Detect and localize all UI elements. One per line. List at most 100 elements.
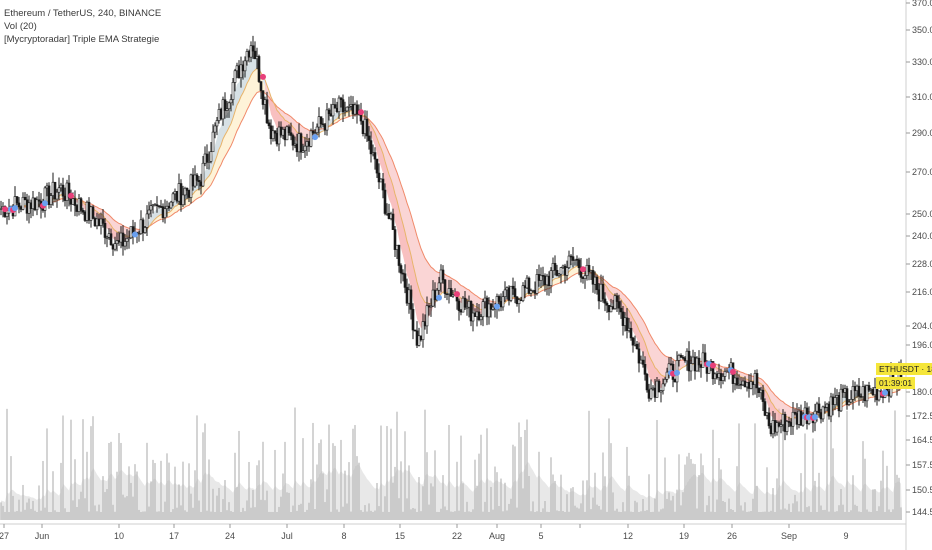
candle-body xyxy=(343,110,347,113)
volume-bar xyxy=(160,460,162,520)
candle-body xyxy=(0,208,3,210)
volume-bar xyxy=(134,464,136,520)
volume-bar xyxy=(212,488,214,520)
volume-bar xyxy=(416,511,418,520)
ema-ribbon-fill xyxy=(681,359,683,365)
candle-body xyxy=(665,371,669,380)
volume-bar xyxy=(748,511,750,520)
candle-body xyxy=(159,206,163,208)
volume-indicator-label[interactable]: Vol (20) xyxy=(4,21,37,32)
ema-ribbon-inner-fill xyxy=(413,264,415,309)
volume-bar xyxy=(38,485,40,520)
candle-body xyxy=(549,270,553,286)
volume-bar xyxy=(762,511,764,520)
candle-body xyxy=(257,56,261,82)
volume-bar xyxy=(86,451,88,520)
volume-bar xyxy=(612,492,614,520)
volume-bar xyxy=(70,419,72,520)
volume-bar xyxy=(866,509,868,520)
candle-body xyxy=(103,223,107,238)
candle-body xyxy=(645,374,649,391)
ema-ribbon-inner-fill xyxy=(249,58,251,80)
candle-body xyxy=(17,202,21,208)
volume-bar xyxy=(628,475,630,520)
volume-bar xyxy=(298,504,300,520)
volume-bar xyxy=(898,477,900,520)
volume-bar xyxy=(472,509,474,520)
volume-bar xyxy=(180,505,182,520)
volume-bar xyxy=(26,502,28,520)
time-axis[interactable]: 27 Jun 10 17 24 Jul 8 15 22 Aug 5 12 19 26 Sep 9 xyxy=(0,524,849,541)
candle-body xyxy=(755,373,759,389)
volume-bar xyxy=(96,511,98,520)
candle-body xyxy=(147,209,151,215)
symbol-title[interactable]: Ethereum / TetherUS, 240, BINANCE xyxy=(4,8,162,19)
volume-bar xyxy=(178,484,180,520)
volume-bar xyxy=(316,464,318,520)
candle-body xyxy=(239,64,243,79)
candle-body xyxy=(241,64,245,72)
volume-bar xyxy=(462,483,464,520)
volume-bar xyxy=(442,475,444,520)
volume-bar xyxy=(218,487,220,520)
volume-bar xyxy=(140,512,142,520)
volume-bar xyxy=(546,511,548,520)
candle-body xyxy=(99,218,103,226)
volume-bar xyxy=(396,411,398,520)
volume-bar xyxy=(586,480,588,520)
volume-bar xyxy=(412,507,414,520)
volume-bar xyxy=(654,498,656,520)
price-tick-label: 370.00 xyxy=(912,0,932,8)
volume-bar xyxy=(426,452,428,520)
volume-bar xyxy=(122,494,124,520)
candle-body xyxy=(219,109,223,120)
volume-bar xyxy=(166,453,168,520)
volume-bar xyxy=(156,511,158,520)
signal-dot xyxy=(494,303,500,310)
volume-bar xyxy=(338,511,340,520)
volume-bar xyxy=(152,459,154,520)
candle-body xyxy=(877,390,881,401)
time-tick-label: 8 xyxy=(341,531,346,541)
price-axis[interactable]: 370.00 350.00 330.00 310.00 290.00 270.00 250.… xyxy=(906,0,932,517)
volume-bar xyxy=(208,459,210,520)
volume-bar xyxy=(588,410,590,520)
ema-ribbon-inner-fill xyxy=(395,193,397,229)
candle-body xyxy=(613,295,617,309)
volume-bar xyxy=(458,510,460,520)
ema-ribbon-inner-fill xyxy=(275,105,277,129)
volume-bar xyxy=(542,508,544,520)
volume-bar xyxy=(888,509,890,520)
volume-bar xyxy=(210,511,212,520)
price-tick-label: 216.00 xyxy=(912,287,932,297)
ema-indicator-label[interactable]: [Mycryptoradar] Triple EMA Strategie xyxy=(4,34,160,45)
volume-bar xyxy=(648,474,650,520)
candle-body xyxy=(233,70,237,83)
volume-bar xyxy=(532,501,534,520)
candle-body xyxy=(53,181,57,200)
candle-body xyxy=(679,355,683,358)
volume-bar xyxy=(742,510,744,520)
price-tick-label: 290.00 xyxy=(912,128,932,138)
candle-body xyxy=(253,50,257,60)
volume-bar xyxy=(620,511,622,520)
volume-bar xyxy=(262,441,264,520)
volume-bar xyxy=(130,482,132,520)
volume-bar xyxy=(858,511,860,520)
candle-body xyxy=(207,161,211,163)
volume-bar xyxy=(108,442,110,520)
candle-body xyxy=(189,174,193,198)
candle-body xyxy=(169,201,173,209)
candle-body xyxy=(155,204,159,207)
volume-bar xyxy=(834,511,836,520)
volume-bar xyxy=(138,509,140,520)
time-tick-label: 24 xyxy=(225,531,235,541)
volume-bar xyxy=(430,483,432,520)
volume-bar xyxy=(188,463,190,520)
candle-body xyxy=(319,116,323,125)
volume-bar xyxy=(896,474,898,520)
volume-bar xyxy=(738,423,740,520)
candle-body xyxy=(211,131,215,153)
candle-body xyxy=(605,302,609,306)
